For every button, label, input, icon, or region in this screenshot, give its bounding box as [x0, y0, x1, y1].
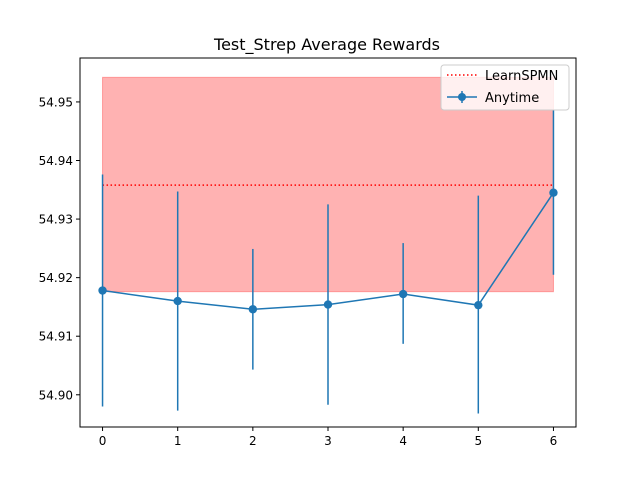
y-tick-label: 54.92: [39, 271, 73, 285]
data-points: [98, 188, 558, 314]
data-point: [549, 188, 558, 197]
x-tick-label: 5: [474, 434, 482, 448]
y-tick-label: 54.90: [39, 388, 73, 402]
legend-label-learnspmn: LearnSPMN: [485, 69, 558, 84]
x-axis: 0 1 2 3 4 5 6: [99, 427, 558, 448]
legend-label-anytime: Anytime: [485, 91, 539, 106]
chart-title: Test_Strep Average Rewards: [213, 35, 440, 55]
legend: LearnSPMN Anytime: [440, 64, 570, 111]
x-tick-label: 2: [249, 434, 257, 448]
data-point: [398, 289, 408, 299]
y-tick-label: 54.91: [39, 330, 73, 344]
y-axis: 54.90 54.91 54.92 54.93 54.94 54.95: [39, 95, 80, 402]
plot-area: [98, 76, 558, 414]
x-tick-label: 0: [99, 434, 107, 448]
data-point: [173, 296, 182, 306]
x-tick-label: 6: [550, 434, 558, 448]
data-point: [323, 300, 333, 309]
x-tick-label: 3: [324, 434, 332, 448]
y-tick-label: 54.94: [39, 154, 73, 168]
legend-swatch-anytime-marker: [458, 93, 466, 101]
x-tick-label: 1: [174, 434, 182, 448]
y-tick-label: 54.93: [39, 213, 73, 227]
legend-box: [440, 64, 570, 111]
data-point: [474, 300, 483, 310]
x-tick-label: 4: [399, 434, 407, 448]
data-point: [248, 305, 258, 314]
y-tick-label: 54.95: [39, 95, 73, 109]
data-point: [98, 286, 107, 295]
